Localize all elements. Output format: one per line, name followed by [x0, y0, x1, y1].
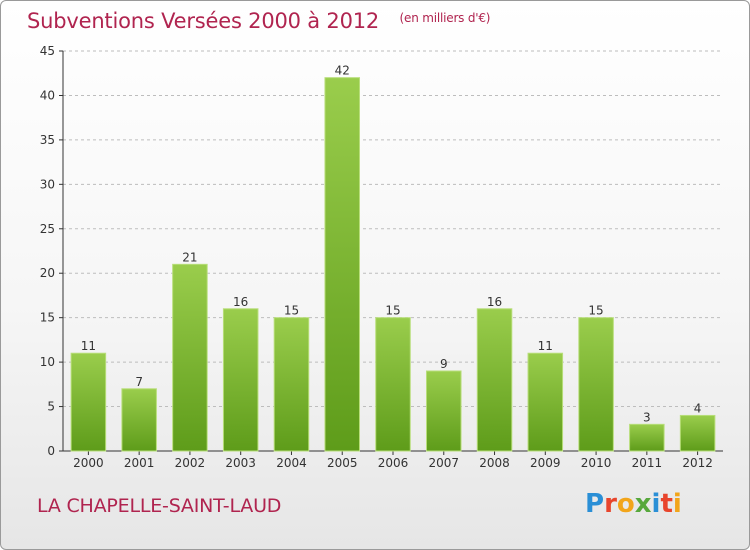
x-tick-label: 2010	[581, 456, 612, 470]
logo-letter: r	[604, 489, 617, 519]
x-tick-label: 2008	[479, 456, 510, 470]
logo-letter: i	[672, 489, 682, 519]
x-tick-label: 2005	[327, 456, 358, 470]
data-label: 16	[233, 295, 248, 309]
data-label: 16	[487, 295, 502, 309]
data-label: 3	[643, 410, 651, 424]
y-tick-label: 35	[40, 133, 55, 147]
chart-title: Subventions Versées 2000 à 2012 (en mill…	[27, 9, 490, 33]
x-tick-label: 2007	[428, 456, 459, 470]
y-tick-label: 15	[40, 311, 55, 325]
x-tick-label: 2011	[632, 456, 663, 470]
bar	[273, 317, 310, 452]
bar	[121, 388, 157, 452]
bar	[679, 414, 716, 452]
unit-label: (en milliers d'€)	[399, 11, 491, 25]
x-tick-label: 2000	[73, 456, 104, 470]
bar	[426, 370, 462, 452]
x-tick-label: 2012	[682, 456, 713, 470]
bar	[222, 308, 259, 452]
y-tick-label: 45	[40, 44, 55, 58]
data-labels: 11 7 21 16 15 42 15 9 16 11 15 3 4	[81, 64, 702, 425]
y-tick-label: 40	[40, 88, 55, 102]
bar	[324, 77, 360, 452]
bar	[578, 317, 614, 452]
data-label: 7	[135, 375, 143, 389]
y-tick-label: 20	[40, 266, 55, 280]
tick-labels: 0 5 10 15 20 25 30 35 40 45 2000 2001 2002 2003 2004 20…	[40, 44, 713, 470]
data-label: 15	[284, 304, 299, 318]
x-tick-label: 2003	[225, 456, 256, 470]
x-tick-label: 2006	[378, 456, 409, 470]
bar	[527, 352, 564, 452]
y-tick-label: 25	[40, 222, 55, 236]
y-tick-label: 0	[47, 444, 55, 458]
bar	[70, 352, 107, 452]
logo-letter: P	[585, 489, 605, 519]
y-tick-label: 5	[47, 400, 55, 414]
logo-letter: t	[660, 489, 673, 519]
data-label: 15	[385, 304, 400, 318]
bar	[375, 317, 411, 452]
data-label: 4	[694, 401, 702, 415]
logo-letter: i	[651, 489, 661, 519]
bars	[70, 77, 716, 452]
proxiti-logo[interactable]: Proxiti	[585, 489, 682, 519]
bar	[629, 423, 665, 452]
data-label: 42	[335, 64, 350, 78]
logo-letter: x	[634, 489, 652, 519]
commune-name: LA CHAPELLE-SAINT-LAUD	[37, 495, 282, 517]
data-label: 15	[588, 304, 603, 318]
x-tick-label: 2009	[530, 456, 561, 470]
data-label: 11	[538, 339, 553, 353]
bar	[476, 308, 513, 452]
logo-letter: o	[616, 489, 635, 519]
y-tick-label: 30	[40, 177, 55, 191]
x-tick-label: 2001	[124, 456, 155, 470]
x-tick-label: 2004	[276, 456, 307, 470]
data-label: 21	[182, 250, 197, 264]
chart-title-text: Subventions Versées 2000 à 2012	[27, 9, 380, 33]
y-tick-label: 10	[40, 355, 55, 369]
x-tick-label: 2002	[175, 456, 206, 470]
data-label: 9	[440, 357, 448, 371]
data-label: 11	[81, 339, 96, 353]
bar	[172, 263, 208, 452]
